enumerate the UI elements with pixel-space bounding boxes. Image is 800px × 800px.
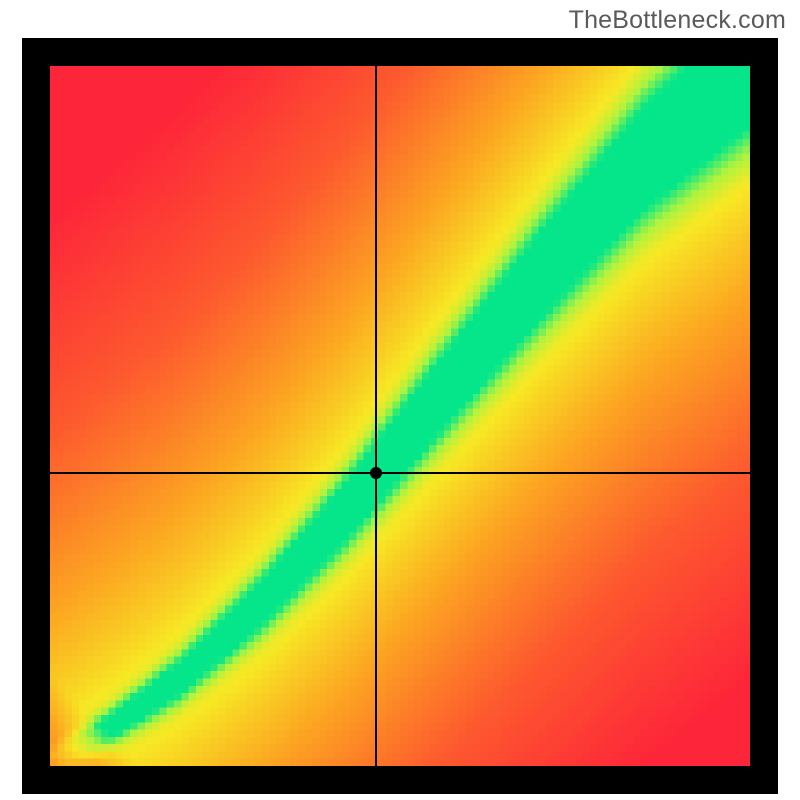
crosshair-horizontal bbox=[50, 472, 750, 474]
crosshair-vertical bbox=[375, 66, 377, 766]
attribution-text: TheBottleneck.com bbox=[569, 6, 786, 35]
bottleneck-heatmap bbox=[50, 66, 750, 766]
plot-frame bbox=[22, 38, 778, 794]
crosshair-marker bbox=[370, 467, 382, 479]
chart-container: TheBottleneck.com bbox=[0, 0, 800, 800]
